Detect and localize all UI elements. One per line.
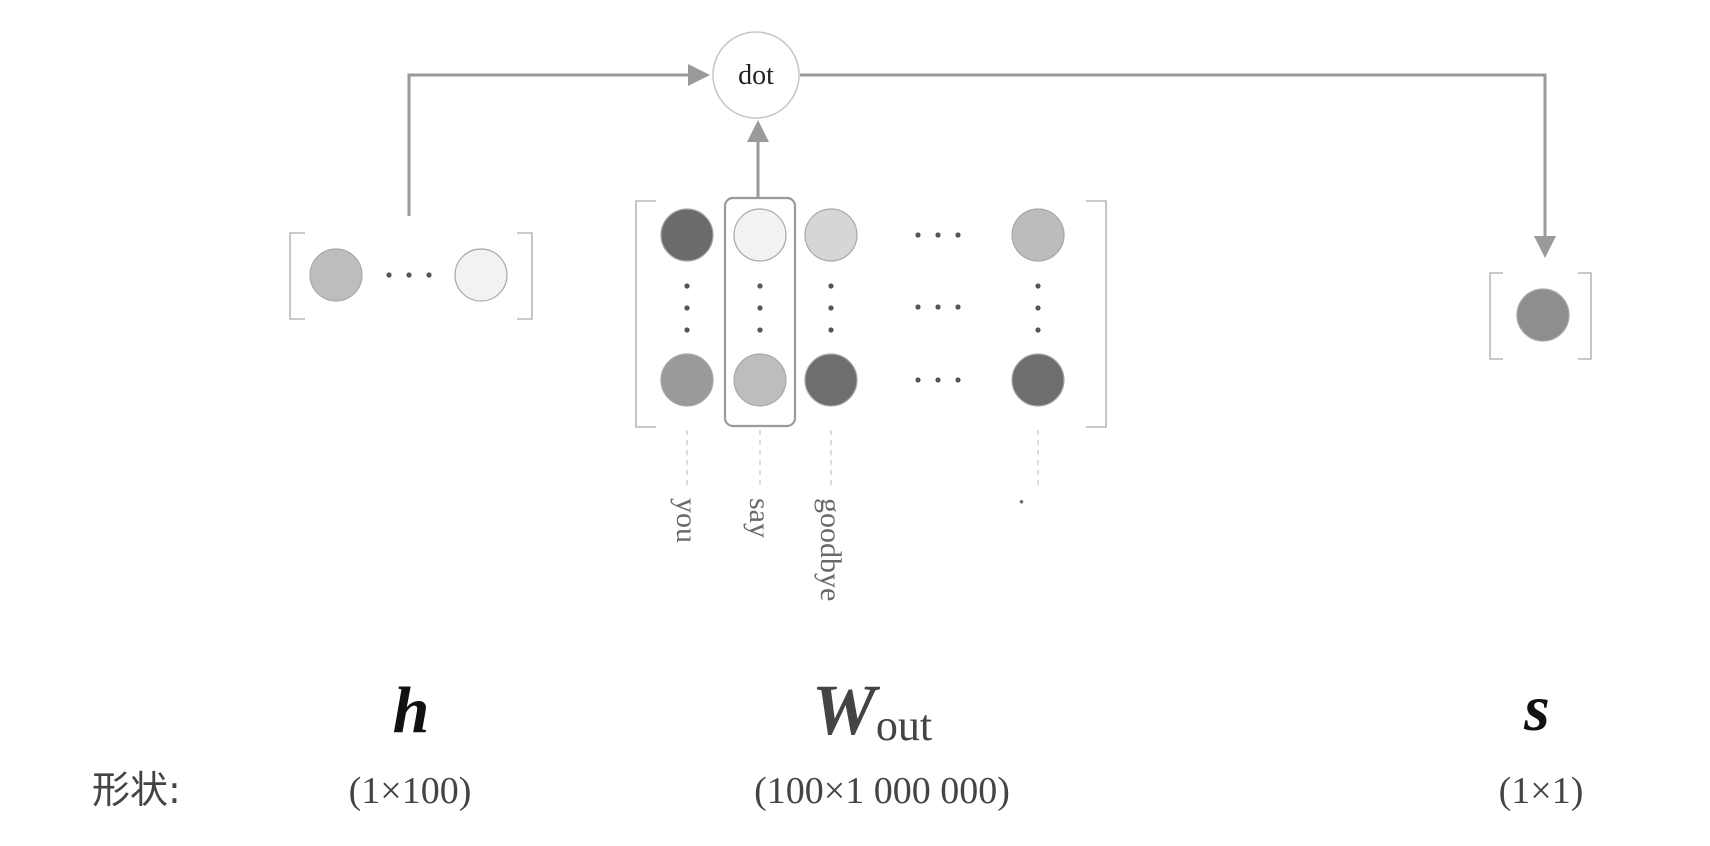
w-middle-row-ellipsis <box>915 304 961 310</box>
dot-node: dot <box>712 31 800 119</box>
shape-row-label: 形状: <box>92 768 181 812</box>
w-cell-top-you <box>660 208 714 262</box>
w-out-shape: (100×1 000 000) <box>754 770 1010 812</box>
column-label-say: say <box>743 498 776 538</box>
selected-column-highlight <box>723 196 797 428</box>
h-cell-first <box>309 248 363 302</box>
w-left-bracket <box>635 200 656 428</box>
column-label-goodbye: goodbye <box>814 498 847 601</box>
w-cell-top-say <box>733 208 787 262</box>
connector-dot-to-s <box>800 73 1556 258</box>
column-label-period: . <box>1013 498 1046 506</box>
w-vertical-ellipses <box>684 283 1041 333</box>
w-cell-bottom-goodbye <box>804 353 858 407</box>
h-ellipsis <box>386 272 432 278</box>
w-bottom-row-ellipsis <box>915 377 961 383</box>
column-label-you: you <box>670 498 703 543</box>
dot-label: dot <box>738 60 774 91</box>
w-symbol-subscript: out <box>876 701 932 750</box>
w-right-bracket <box>1086 200 1107 428</box>
s-right-bracket <box>1578 272 1592 360</box>
w-symbol-main: W <box>812 670 881 750</box>
h-vector <box>289 232 533 320</box>
w-cell-bottom-last <box>1011 353 1065 407</box>
w-cell-top-goodbye <box>804 208 858 262</box>
w-cell-bottom-say <box>733 353 787 407</box>
w-out-matrix: you say goodbye . <box>635 196 1107 601</box>
column-guides <box>686 430 1039 490</box>
w-out-symbol: Wout <box>812 670 932 750</box>
s-vector <box>1489 272 1592 360</box>
h-right-bracket <box>517 232 533 320</box>
h-shape: (1×100) <box>349 770 472 812</box>
s-left-bracket <box>1489 272 1503 360</box>
h-symbol: h <box>393 674 430 747</box>
w-cell-top-last <box>1011 208 1065 262</box>
connector-h-to-dot <box>407 64 710 216</box>
s-cell <box>1516 288 1570 342</box>
w-top-row-ellipsis <box>915 232 961 238</box>
connector-column-to-dot <box>747 120 769 197</box>
s-shape: (1×1) <box>1499 770 1584 812</box>
w-cell-bottom-you <box>660 353 714 407</box>
h-cell-last <box>454 248 508 302</box>
h-left-bracket <box>289 232 305 320</box>
s-symbol: s <box>1523 672 1550 745</box>
